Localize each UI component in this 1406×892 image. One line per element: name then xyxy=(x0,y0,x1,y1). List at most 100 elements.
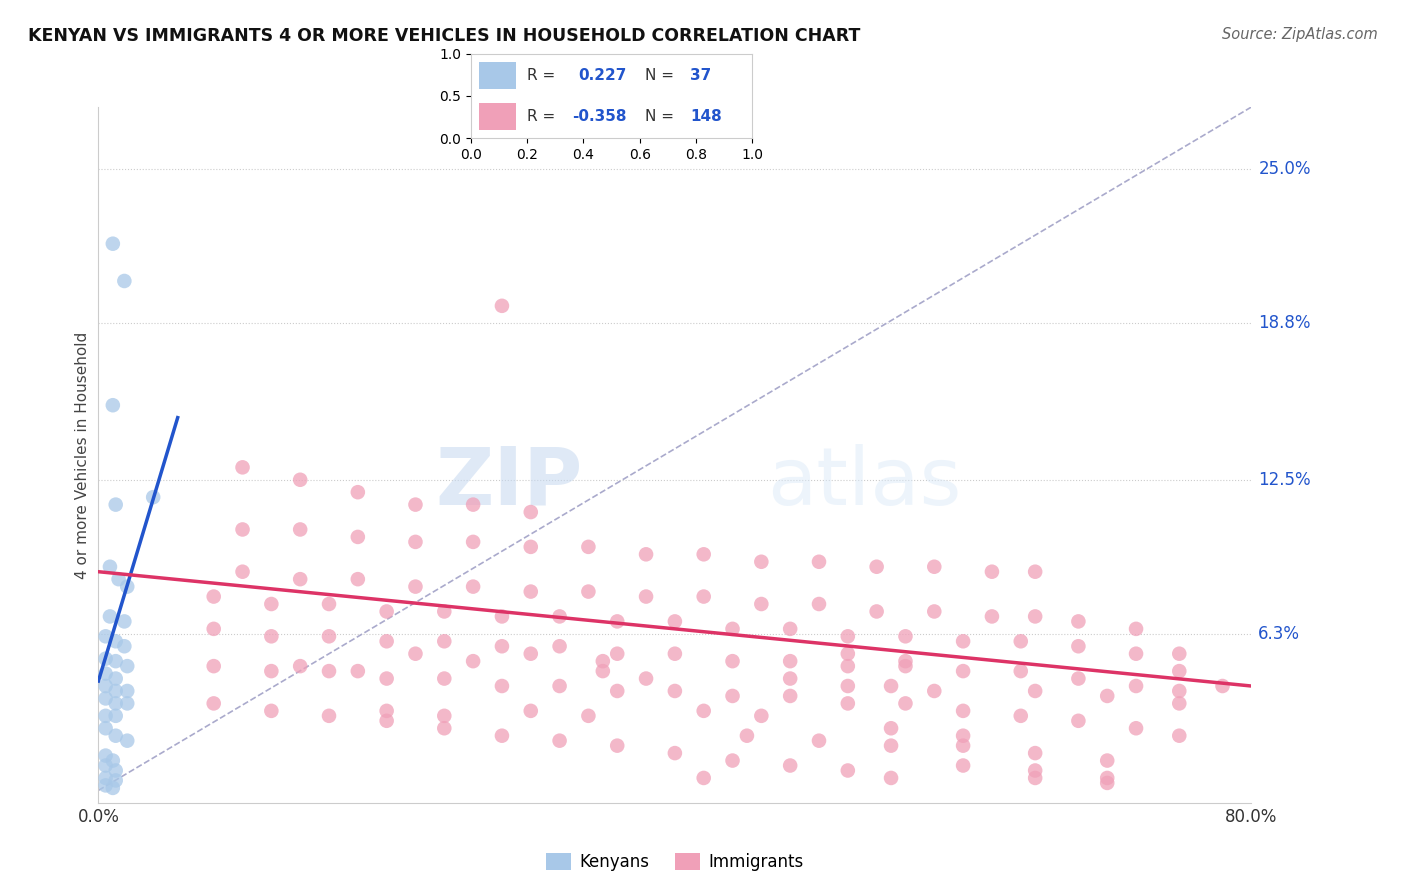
Point xyxy=(112,274,135,288)
Point xyxy=(837,659,859,673)
Bar xyxy=(479,103,516,130)
Point xyxy=(578,708,600,723)
Point xyxy=(104,634,127,648)
Point xyxy=(117,580,138,594)
Point xyxy=(952,704,974,718)
Point xyxy=(94,748,117,763)
Point xyxy=(375,704,398,718)
Point xyxy=(346,664,368,678)
Point xyxy=(636,547,658,561)
Point xyxy=(1097,689,1119,703)
Point xyxy=(1024,565,1046,579)
Point xyxy=(375,714,398,728)
Point xyxy=(112,639,135,653)
Legend: Kenyans, Immigrants: Kenyans, Immigrants xyxy=(540,847,810,878)
Point xyxy=(1024,684,1046,698)
Point xyxy=(112,615,135,629)
Point xyxy=(346,572,368,586)
Point xyxy=(346,530,368,544)
Point xyxy=(104,697,127,711)
Point xyxy=(981,565,1004,579)
Point xyxy=(1168,684,1191,698)
Point xyxy=(807,597,830,611)
Point xyxy=(433,605,456,619)
Point xyxy=(318,664,340,678)
Point xyxy=(107,572,129,586)
Point xyxy=(318,708,340,723)
Point xyxy=(837,697,859,711)
Point xyxy=(693,704,716,718)
Point xyxy=(952,664,974,678)
Point xyxy=(837,647,859,661)
Point xyxy=(693,771,716,785)
Point xyxy=(101,398,124,412)
Point xyxy=(548,639,571,653)
Point xyxy=(231,523,254,537)
Point xyxy=(104,654,127,668)
Point xyxy=(751,708,773,723)
Point xyxy=(735,729,758,743)
Point xyxy=(433,721,456,735)
Text: 6.3%: 6.3% xyxy=(1258,624,1301,643)
Point xyxy=(94,679,117,693)
Point xyxy=(880,771,903,785)
Point xyxy=(405,498,427,512)
Point xyxy=(491,639,513,653)
Point xyxy=(894,659,917,673)
Point xyxy=(837,764,859,778)
Point xyxy=(1010,708,1032,723)
Point xyxy=(751,555,773,569)
Point xyxy=(1125,647,1147,661)
Point xyxy=(880,739,903,753)
Point xyxy=(894,629,917,643)
Point xyxy=(952,729,974,743)
Point xyxy=(231,565,254,579)
Point xyxy=(606,647,628,661)
Point xyxy=(101,236,124,251)
Point xyxy=(405,534,427,549)
Point xyxy=(1125,721,1147,735)
Point xyxy=(837,629,859,643)
Point xyxy=(491,609,513,624)
Point xyxy=(1097,771,1119,785)
Point xyxy=(721,754,744,768)
Point xyxy=(101,780,124,795)
Point xyxy=(1212,679,1234,693)
Point xyxy=(807,555,830,569)
Point xyxy=(104,498,127,512)
Point xyxy=(779,672,801,686)
Text: 37: 37 xyxy=(690,68,711,83)
Point xyxy=(922,559,945,574)
Point xyxy=(375,634,398,648)
Point xyxy=(1168,664,1191,678)
Text: Source: ZipAtlas.com: Source: ZipAtlas.com xyxy=(1222,27,1378,42)
Point xyxy=(1067,672,1090,686)
Point xyxy=(779,654,801,668)
Point xyxy=(1097,754,1119,768)
Point xyxy=(104,764,127,778)
Point xyxy=(922,684,945,698)
Point xyxy=(231,460,254,475)
Point xyxy=(117,733,138,747)
Point xyxy=(491,299,513,313)
Point xyxy=(318,597,340,611)
Text: R =: R = xyxy=(527,68,555,83)
Point xyxy=(318,629,340,643)
Point xyxy=(491,729,513,743)
Point xyxy=(693,547,716,561)
Text: -0.358: -0.358 xyxy=(572,109,627,124)
Text: atlas: atlas xyxy=(768,443,962,522)
Point xyxy=(94,721,117,735)
Point xyxy=(1125,679,1147,693)
Point xyxy=(636,590,658,604)
Point xyxy=(405,580,427,594)
Point xyxy=(1168,647,1191,661)
Point xyxy=(104,708,127,723)
Text: KENYAN VS IMMIGRANTS 4 OR MORE VEHICLES IN HOUSEHOLD CORRELATION CHART: KENYAN VS IMMIGRANTS 4 OR MORE VEHICLES … xyxy=(28,27,860,45)
Point xyxy=(592,654,614,668)
Point xyxy=(346,485,368,500)
Point xyxy=(375,672,398,686)
Point xyxy=(461,498,484,512)
Point xyxy=(981,609,1004,624)
Text: 0.227: 0.227 xyxy=(578,68,626,83)
